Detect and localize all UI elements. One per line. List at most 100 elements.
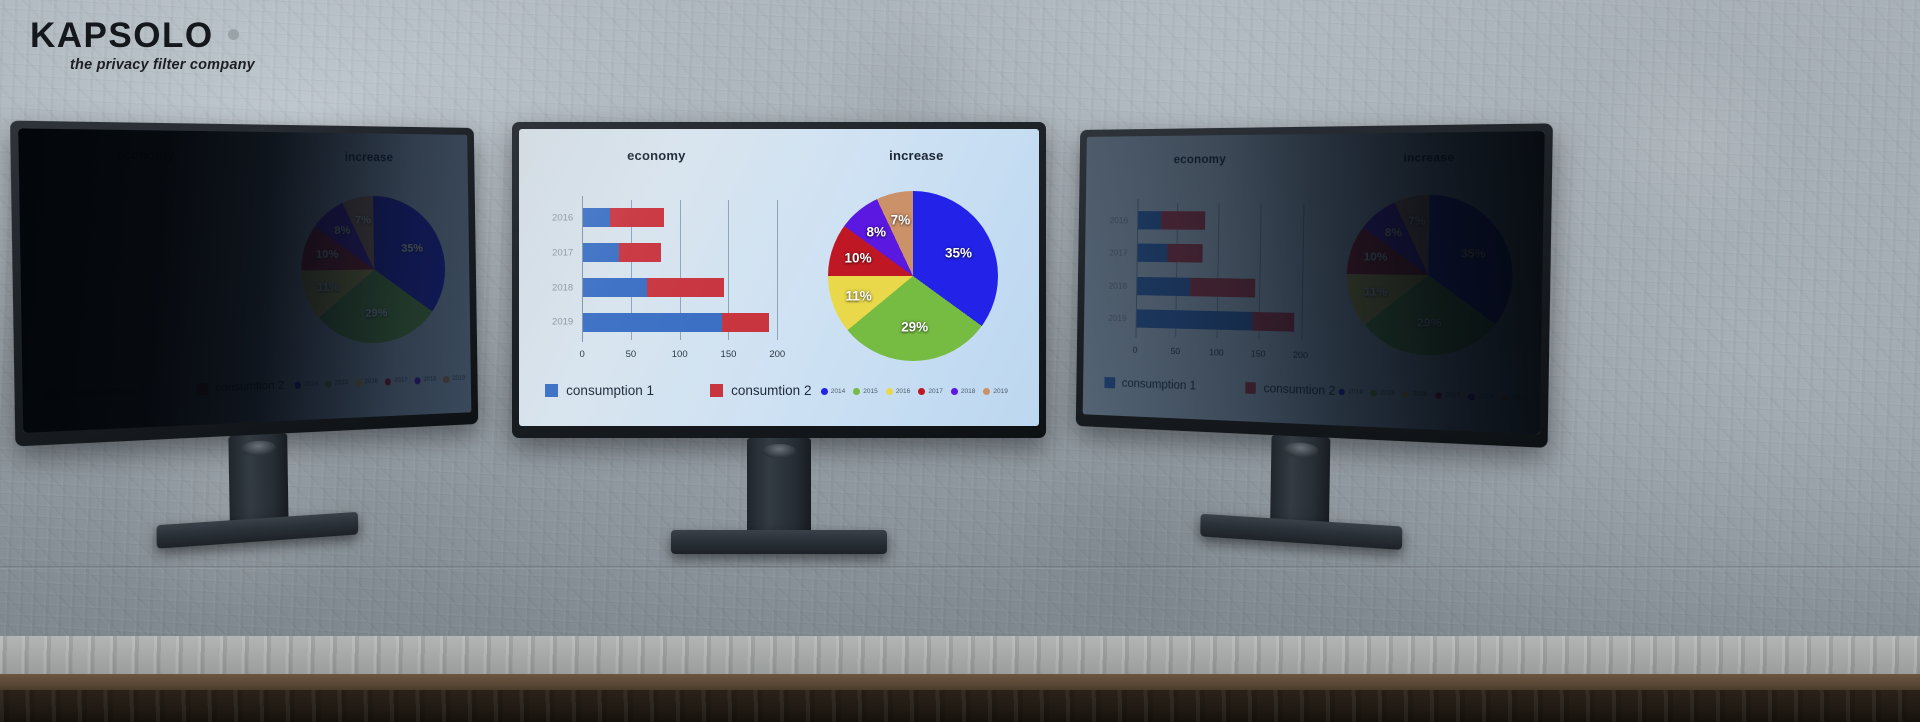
wooden-table-front xyxy=(0,690,1920,722)
bar-chart-y-label: 2017 xyxy=(552,247,574,259)
bar-chart-gridline xyxy=(777,200,779,340)
brand-name-text: KAPSOLO xyxy=(30,16,214,55)
bar-chart-plot-area: 0 50 100 150 200 2016 2017 2018 2019 xyxy=(1108,199,1308,360)
pie-chart-panel: increase 35% 29% 11% 10% 8% 7% 2014 2015 2016 20… xyxy=(794,129,1039,426)
bar-chart-x-tick: 150 xyxy=(720,348,737,360)
bar-chart-segment-1 xyxy=(1137,243,1168,263)
monitor-right-stand-neck xyxy=(1270,435,1331,527)
legend-dot-icon xyxy=(1501,394,1509,402)
cable-passthrough-icon xyxy=(240,440,277,457)
pie-chart-title: increase xyxy=(344,151,394,165)
bar-chart-segment-1 xyxy=(1137,210,1161,230)
pie-legend-label: 2015 xyxy=(334,380,349,387)
bar-chart-x-tick: 100 xyxy=(671,348,688,360)
bar-chart-y-label: 2019 xyxy=(552,316,574,328)
legend-dot-icon xyxy=(983,387,991,395)
legend-dot-icon xyxy=(1370,389,1378,397)
pie-chart-panel-left: increase 35% 29% 11% 10% 8% 7% 2014 2015 2016 20… xyxy=(266,132,472,422)
monitor-left[interactable]: economy increase 35% 29% 11% 10% 8% 7% 2014 20… xyxy=(10,120,479,549)
pie-legend-item-3: 2016 xyxy=(885,387,910,395)
bar-chart-x-tick: 50 xyxy=(1170,345,1181,356)
pie-chart-slice-label: 11% xyxy=(317,280,340,294)
pie-chart-slice-label: 10% xyxy=(844,250,872,266)
bar-chart-segment-2 xyxy=(721,312,770,333)
legend-swatch-icon xyxy=(47,388,60,401)
pie-legend-item-2: 2015 xyxy=(853,388,878,395)
bar-chart-segment-1 xyxy=(583,277,647,298)
wooden-table-top xyxy=(0,636,1920,680)
legend-dot-icon xyxy=(853,387,861,395)
pie-chart-slice-label: 35% xyxy=(1460,247,1486,261)
pie-legend-label: 2019 xyxy=(1512,394,1528,402)
pie-chart-slice-label: 29% xyxy=(901,319,929,335)
pie-chart-slice-label: 29% xyxy=(1416,316,1442,331)
monitor-right[interactable]: economy 0 50 100 150 200 2016 2017 2018 2019 inc… xyxy=(1075,123,1553,550)
monitor-center-bezel: economy 0 50 100 150 200 2016 2017 2018 2019 inc… xyxy=(512,122,1046,438)
pie-chart-slice-label: 7% xyxy=(1408,215,1426,229)
bar-chart-segment-2 xyxy=(1189,277,1256,298)
pie-chart-slice-label: 11% xyxy=(845,288,872,304)
pie-legend-label: 2018 xyxy=(960,387,976,395)
bar-chart-title: economy xyxy=(1173,153,1227,167)
pie-chart-slice-label: 10% xyxy=(315,248,339,261)
bar-chart-x-tick: 100 xyxy=(1209,346,1224,358)
bar-chart-bar xyxy=(1137,210,1206,230)
brand-tagline: the privacy filter company xyxy=(70,57,255,73)
legend-dot-icon xyxy=(885,387,893,395)
bar-chart-segment-1 xyxy=(1136,309,1254,332)
bar-chart-segment-2 xyxy=(1252,312,1295,333)
legend-swatch-icon xyxy=(1244,382,1257,395)
pie-legend-label: 2014 xyxy=(1348,388,1363,396)
legend-dot-icon xyxy=(1402,390,1410,398)
pie-legend-label: 2017 xyxy=(928,387,943,395)
bar-chart-segment-2 xyxy=(610,207,665,228)
cable-passthrough-icon xyxy=(1282,441,1319,459)
pie-legend-label: 2018 xyxy=(1478,393,1494,401)
bar-chart-y-label: 2018 xyxy=(1108,280,1128,291)
legend-dot-icon xyxy=(1467,393,1476,401)
bar-chart-y-axis xyxy=(582,196,584,342)
bar-legend-label: consumtion 2 xyxy=(731,382,812,398)
bar-chart-plot-area: 0 50 100 150 200 2016 2017 2018 2019 xyxy=(552,196,785,360)
pie-legend-item-5: 2018 xyxy=(1467,393,1494,401)
monitor-center-screen: economy 0 50 100 150 200 2016 2017 2018 2019 inc… xyxy=(519,129,1039,426)
brand-name: KAPSOLO xyxy=(30,18,255,53)
bar-chart-legend: consumption 1 consumtion 2 xyxy=(545,383,811,398)
pie-chart-labels: 35% 29% 11% 10% 8% 7% xyxy=(300,196,446,345)
legend-dot-icon xyxy=(385,378,392,386)
pie-chart xyxy=(828,191,999,362)
bar-chart-plot-area xyxy=(74,207,253,343)
bar-chart-segment-2 xyxy=(619,242,662,263)
bar-chart-x-tick: 200 xyxy=(769,348,786,360)
pie-legend-item-4: 2017 xyxy=(918,388,943,395)
pie-chart-title: increase xyxy=(1403,151,1455,165)
pie-legend-label: 2017 xyxy=(1445,392,1461,400)
bar-legend-item-1: consumption 1 xyxy=(545,383,654,398)
bar-chart-segment-1 xyxy=(583,312,722,333)
bar-chart-panel: economy 0 50 100 150 200 2016 2017 2018 2019 xyxy=(519,129,794,426)
pie-chart-legend: 2014 2015 2016 2017 2018 2019 xyxy=(1338,388,1527,402)
bar-chart-y-label: 2019 xyxy=(1108,313,1127,324)
bar-chart-y-label: 2016 xyxy=(552,212,574,224)
legend-dot-icon xyxy=(950,387,958,395)
bar-chart-segment-1 xyxy=(1136,276,1190,297)
bar-chart-gridline xyxy=(728,200,730,340)
bar-chart-bar xyxy=(583,312,770,333)
legend-dot-icon xyxy=(1434,391,1443,399)
bar-chart-x-tick: 150 xyxy=(1250,347,1266,359)
pie-legend-item-5: 2018 xyxy=(414,377,437,384)
monitor-center[interactable]: economy 0 50 100 150 200 2016 2017 2018 2019 inc… xyxy=(512,122,1046,554)
legend-dot-icon xyxy=(294,381,302,389)
pie-legend-label: 2015 xyxy=(1380,389,1395,397)
bar-chart-x-tick: 200 xyxy=(1293,349,1309,360)
pie-legend-item-2: 2015 xyxy=(1370,389,1395,397)
pie-legend-item-6: 2019 xyxy=(1501,394,1527,402)
pie-legend-label: 2016 xyxy=(364,379,379,386)
bar-chart-y-label: 2018 xyxy=(552,282,574,293)
brand-dot-icon xyxy=(227,29,239,40)
pie-legend-label: 2014 xyxy=(304,381,319,389)
pie-chart-slice-label: 8% xyxy=(334,224,351,238)
pie-legend-label: 2016 xyxy=(1412,391,1428,399)
monitor-left-screen: economy increase 35% 29% 11% 10% 8% 7% 2014 20… xyxy=(18,128,472,433)
